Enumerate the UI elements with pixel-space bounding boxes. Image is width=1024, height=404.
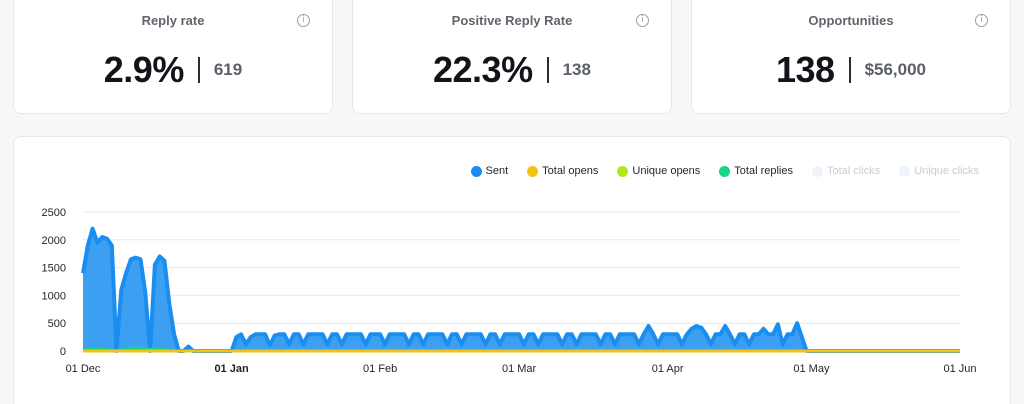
legend-item-total-replies[interactable]: Total replies bbox=[719, 165, 793, 177]
info-icon[interactable]: i bbox=[297, 14, 310, 27]
legend-item-unique-clicks[interactable]: Unique clicks bbox=[899, 165, 979, 177]
stat-divider bbox=[546, 57, 549, 83]
x-tick-label: 01 Apr bbox=[652, 363, 684, 375]
x-tick-label: 01 Feb bbox=[363, 363, 397, 375]
x-tick-label: 01 Dec bbox=[66, 363, 101, 375]
y-tick-label: 2000 bbox=[42, 235, 66, 247]
legend-swatch bbox=[527, 165, 539, 177]
y-tick-label: 1000 bbox=[42, 290, 66, 302]
legend-label: Unique opens bbox=[632, 165, 701, 177]
legend-label: Total replies bbox=[734, 165, 793, 177]
sent-line bbox=[81, 226, 960, 353]
stat-card-opportunities: Opportunities i 138 $56,000 bbox=[691, 0, 1011, 114]
stat-row: 2.9% 619 bbox=[14, 49, 332, 91]
legend-label: Unique clicks bbox=[914, 165, 979, 177]
legend-label: Sent bbox=[485, 165, 509, 177]
y-tick-label: 2500 bbox=[42, 207, 66, 219]
legend-item-unique-opens[interactable]: Unique opens bbox=[617, 165, 700, 177]
stat-card-positive-reply-rate: Positive Reply Rate i 22.3% 138 bbox=[352, 0, 672, 114]
x-tick-label: 01 Jan bbox=[214, 363, 249, 375]
y-tick-label: 500 bbox=[48, 318, 66, 330]
info-icon[interactable]: i bbox=[975, 14, 988, 27]
legend-label: Total opens bbox=[542, 165, 599, 177]
y-tick-label: 0 bbox=[60, 346, 66, 358]
stat-divider bbox=[197, 57, 200, 83]
stat-title: Opportunities bbox=[808, 13, 894, 28]
stat-divider bbox=[848, 57, 851, 83]
legend-item-total-clicks[interactable]: Total clicks bbox=[812, 165, 880, 177]
legend-swatch bbox=[899, 165, 911, 177]
stat-card-reply-rate: Reply rate i 2.9% 619 bbox=[13, 0, 333, 114]
stat-count: 619 bbox=[213, 60, 243, 79]
chart-legend: Sent Total opens Unique opens Total repl… bbox=[470, 165, 979, 177]
x-tick-label: 01 May bbox=[793, 363, 830, 375]
stat-value: 138 bbox=[775, 49, 835, 90]
stat-title: Reply rate bbox=[141, 13, 205, 28]
legend-swatch bbox=[617, 165, 629, 177]
stat-row: 22.3% 138 bbox=[353, 49, 671, 91]
legend-item-sent[interactable]: Sent bbox=[470, 165, 509, 177]
stat-title: Positive Reply Rate bbox=[451, 13, 573, 28]
stat-count: 138 bbox=[562, 60, 591, 79]
legend-swatch bbox=[470, 165, 482, 177]
stat-row: 138 $56,000 bbox=[692, 49, 1010, 91]
sent-area bbox=[83, 228, 960, 351]
stat-amount: $56,000 bbox=[864, 60, 927, 79]
legend-item-total-opens[interactable]: Total opens bbox=[527, 165, 598, 177]
chart-card bbox=[13, 136, 1011, 404]
x-tick-label: 01 Jun bbox=[943, 363, 976, 375]
legend-swatch bbox=[812, 165, 823, 177]
stat-value: 22.3% bbox=[433, 49, 533, 90]
x-tick-label: 01 Mar bbox=[502, 363, 537, 375]
legend-swatch bbox=[719, 165, 731, 177]
legend-label: Total clicks bbox=[827, 165, 881, 177]
info-icon[interactable]: i bbox=[636, 14, 649, 27]
y-tick-label: 1500 bbox=[42, 263, 66, 275]
stat-value: 2.9% bbox=[103, 49, 185, 90]
